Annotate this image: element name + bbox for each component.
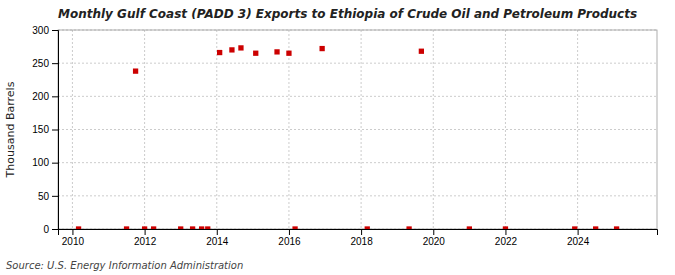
- tick: 300: [32, 25, 58, 36]
- tick-mark: [52, 196, 58, 197]
- tick-mark: [52, 30, 58, 31]
- point: [124, 226, 129, 229]
- point: [365, 226, 370, 229]
- tick: 2022: [495, 229, 518, 247]
- point: [76, 226, 81, 229]
- point: [205, 226, 210, 229]
- point: [238, 45, 243, 50]
- grid-line: [58, 96, 657, 97]
- axis-line: [59, 230, 658, 236]
- y-axis-title: Thousand Barrels: [4, 81, 17, 178]
- tick-mark: [52, 96, 58, 97]
- tick-label: 2018: [350, 236, 373, 247]
- tick: 0: [43, 224, 58, 235]
- point: [199, 226, 204, 229]
- point: [178, 226, 183, 229]
- tick-mark: [52, 163, 58, 164]
- tick-label: 250: [32, 58, 49, 69]
- point: [286, 51, 291, 56]
- grid: [58, 30, 657, 229]
- point: [229, 47, 234, 52]
- tick: 2016: [278, 229, 301, 247]
- grid-line: [58, 195, 657, 196]
- tick-mark: [505, 229, 506, 235]
- grid-line: [288, 30, 289, 229]
- point: [133, 68, 138, 73]
- tick-mark: [145, 229, 146, 235]
- point: [253, 51, 258, 56]
- title: Monthly Gulf Coast (PADD 3) Exports to E…: [58, 7, 637, 21]
- tick-label: 2012: [134, 236, 157, 247]
- tick: 2010: [62, 229, 85, 247]
- tick: 250: [32, 58, 58, 69]
- tick-label: 300: [32, 25, 49, 36]
- tick: 150: [32, 124, 58, 135]
- point: [593, 226, 598, 229]
- tick: 2014: [206, 229, 229, 247]
- tick-mark: [578, 229, 579, 235]
- grid-line: [577, 30, 578, 229]
- tick-label: 150: [32, 124, 49, 135]
- tick: 2012: [134, 229, 157, 247]
- axis-line: [52, 31, 59, 230]
- tick: 100: [32, 157, 58, 168]
- point: [142, 226, 147, 229]
- tick-label: 100: [32, 157, 49, 168]
- tick-label: 50: [38, 191, 50, 202]
- grid-line: [216, 30, 217, 229]
- tick-mark: [433, 229, 434, 235]
- point: [419, 49, 424, 54]
- point: [572, 226, 577, 229]
- point: [614, 226, 619, 229]
- point: [217, 50, 222, 55]
- point: [274, 49, 279, 54]
- tick: 2024: [567, 229, 590, 247]
- tick-label: 200: [32, 91, 49, 102]
- tick: 50: [38, 191, 58, 202]
- grid-line: [58, 63, 657, 64]
- tick: 2020: [423, 229, 446, 247]
- point: [503, 226, 508, 229]
- tick-label: 0: [43, 224, 49, 235]
- point: [151, 226, 156, 229]
- point: [467, 226, 472, 229]
- tick: 2018: [350, 229, 373, 247]
- tick-label: 2020: [423, 236, 446, 247]
- tick-mark: [52, 63, 58, 64]
- tick-mark: [72, 229, 73, 235]
- tick-label: 2024: [567, 236, 590, 247]
- grid-line: [58, 129, 657, 130]
- tick-label: 2022: [495, 236, 518, 247]
- points: [76, 45, 619, 229]
- tick-mark: [217, 229, 218, 235]
- plot-frame: [58, 30, 657, 229]
- annotation: Source: U.S. Energy Information Administ…: [6, 260, 243, 271]
- tick-label: 2010: [62, 236, 85, 247]
- tick-mark: [52, 130, 58, 131]
- chart: 2010 2012 2014 2016 2018 2020 2022 2024 0 50 100 15…: [0, 0, 675, 275]
- point: [406, 226, 411, 229]
- tick-mark: [52, 229, 58, 230]
- x-axis: 2010 2012 2014 2016 2018 2020 2022 2024: [59, 229, 658, 247]
- grid-line: [361, 30, 362, 229]
- grid-line: [144, 30, 145, 229]
- point: [319, 46, 324, 51]
- tick-mark: [289, 229, 290, 235]
- grid-line: [72, 30, 73, 229]
- plot: 2010 2012 2014 2016 2018 2020 2022 2024 0 50 100 15…: [32, 25, 657, 247]
- point: [292, 226, 297, 229]
- grid-line: [433, 30, 434, 229]
- grid-line: [58, 162, 657, 163]
- tick: 200: [32, 91, 58, 102]
- tick-label: 2016: [278, 236, 301, 247]
- tick-label: 2014: [206, 236, 229, 247]
- y-axis: 0 50 100 150 200 250 300: [32, 25, 58, 235]
- tick-mark: [361, 229, 362, 235]
- point: [190, 226, 195, 229]
- grid-line: [505, 30, 506, 229]
